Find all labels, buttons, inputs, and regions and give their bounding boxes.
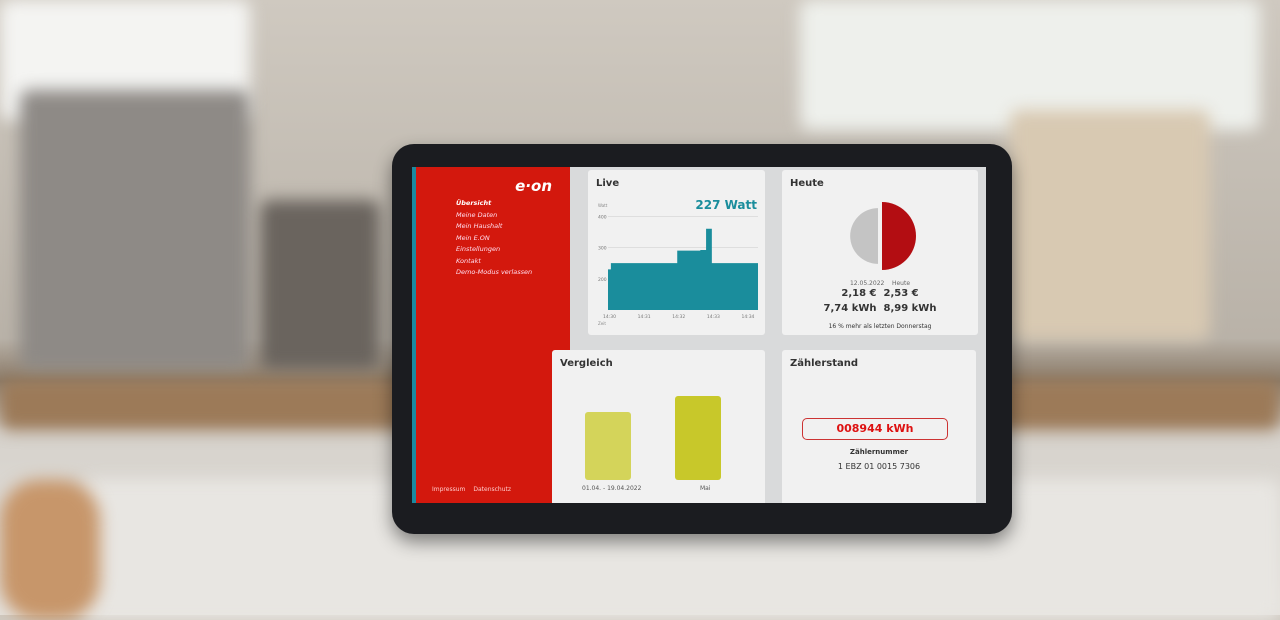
today-cost: 2,53 € — [883, 288, 919, 299]
pie-slice-today — [882, 202, 916, 270]
vergleich-chart: 01.04. - 19.04.2022 Mai — [582, 396, 721, 492]
nav-einstellungen[interactable]: Einstellungen — [456, 245, 501, 253]
meter-number: 1 EBZ 01 0015 7306 — [837, 462, 921, 471]
sidebar-nav: Übersicht Meine Daten Mein Haushalt Mein… — [456, 199, 532, 280]
live-chart: Watt 400 300 200 14:30 14:31 14:32 14:33 14:34 Ze… — [598, 203, 758, 326]
zaehler-card: Zählerstand 008944 kWh Zählernummer 1 EB… — [782, 350, 976, 503]
live-area — [608, 228, 758, 310]
y-axis-label: Watt — [598, 203, 608, 208]
x-tick-label: 14:34 — [741, 314, 754, 320]
today-kwh: 8,99 kWh — [883, 303, 937, 314]
datenschutz-link[interactable]: Datenschutz — [473, 486, 512, 493]
bar — [675, 396, 721, 480]
meter-number-label: Zählernummer — [849, 448, 909, 456]
live-title: Live — [596, 178, 620, 189]
nav-meine-daten[interactable]: Meine Daten — [456, 210, 498, 219]
zaehler-title: Zählerstand — [790, 358, 859, 369]
heute-pie — [850, 202, 916, 270]
pie-slice-prev — [850, 208, 878, 264]
y-tick-label: 400 — [598, 214, 607, 220]
heute-title: Heute — [790, 178, 824, 189]
prev-cost: 2,18 € — [841, 288, 877, 299]
x-tick-label: 14:32 — [672, 314, 685, 320]
x-axis-label: Zeit — [598, 321, 606, 326]
nav-mein-haushalt[interactable]: Mein Haushalt — [456, 222, 503, 230]
impressum-link[interactable]: Impressum — [432, 486, 466, 493]
bar-label: 01.04. - 19.04.2022 — [582, 485, 642, 492]
vergleich-card: Vergleich 01.04. - 19.04.2022 Mai — [552, 350, 765, 503]
prev-date: 12.05.2022 — [849, 280, 885, 287]
x-tick-label: 14:30 — [603, 314, 616, 320]
y-tick-label: 200 — [598, 277, 607, 283]
prev-kwh: 7,74 kWh — [823, 303, 877, 314]
nav-uebersicht[interactable]: Übersicht — [456, 199, 492, 207]
nav-kontakt[interactable]: Kontakt — [456, 256, 481, 265]
nav-demo-verlassen[interactable]: Demo-Modus verlassen — [456, 268, 533, 276]
today-label: Heute — [891, 280, 911, 287]
live-current-watt: 227 Watt — [695, 198, 757, 212]
bar — [585, 412, 631, 480]
tablet: e·on Übersicht Meine Daten Mein Haushalt… — [392, 144, 1012, 534]
bar-label: Mai — [700, 485, 711, 492]
x-tick-label: 14:31 — [638, 314, 651, 320]
sidebar: e·on Übersicht Meine Daten Mein Haushalt… — [412, 167, 570, 503]
meter-reading: 008944 kWh — [802, 418, 948, 440]
heute-card: Heute 12.05.2022 Heute 2,18 € 2,53 € 7,7… — [782, 170, 978, 335]
x-tick-label: 14:33 — [707, 314, 720, 320]
dashboard-screen: e·on Übersicht Meine Daten Mein Haushalt… — [412, 167, 986, 503]
heute-note: 16 % mehr als letzten Donnerstag — [828, 323, 932, 330]
nav-mein-eon[interactable]: Mein E.ON — [456, 233, 490, 242]
y-tick-label: 300 — [598, 246, 607, 252]
vergleich-title: Vergleich — [560, 358, 613, 369]
eon-logo: e·on — [515, 177, 552, 195]
live-card: Live 227 Watt Watt 400 300 200 14:30 14:31 14:… — [588, 170, 765, 335]
